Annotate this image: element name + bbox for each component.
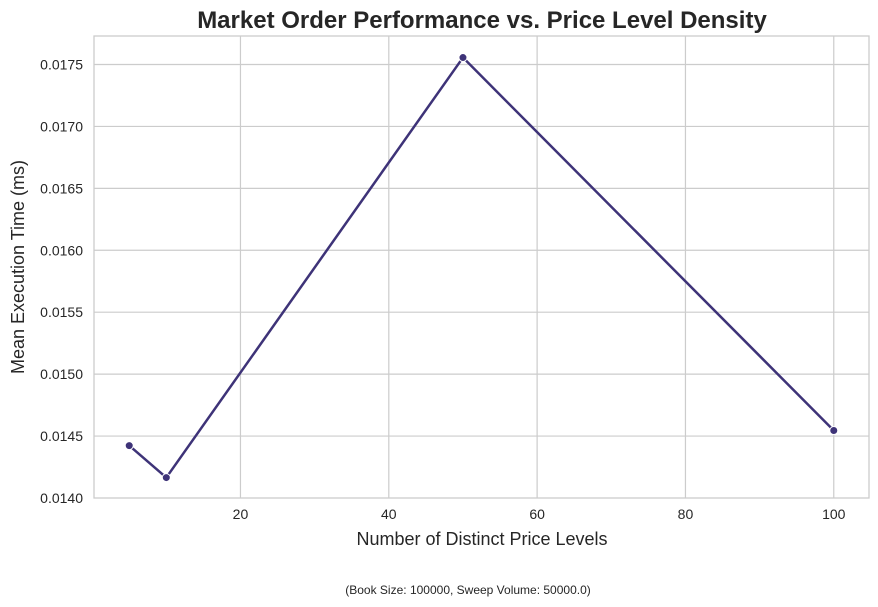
data-point <box>124 441 134 451</box>
y-tick-label: 0.0140 <box>40 490 83 506</box>
x-tick-label: 60 <box>529 506 545 522</box>
y-tick-label: 0.0165 <box>40 180 83 196</box>
y-tick-label: 0.0150 <box>40 366 83 382</box>
data-point <box>161 473 171 483</box>
grid <box>94 36 869 498</box>
plot-area-frame <box>93 35 870 499</box>
y-tick-label: 0.0160 <box>40 242 83 258</box>
y-axis-ticks: 0.0140 0.0145 0.0150 0.0155 0.0160 0.0165 0.01… <box>40 56 83 506</box>
data-point <box>829 425 839 435</box>
y-tick-label: 0.0145 <box>40 428 83 444</box>
x-axis-label: Number of Distinct Price Levels <box>356 529 607 549</box>
y-tick-label: 0.0155 <box>40 304 83 320</box>
y-tick-label: 0.0170 <box>40 118 83 134</box>
chart-title: Market Order Performance vs. Price Level… <box>197 7 767 34</box>
chart-caption: (Book Size: 100000, Sweep Volume: 50000.… <box>345 583 591 597</box>
x-axis-ticks: 20 40 60 80 100 <box>233 506 846 522</box>
x-tick-label: 100 <box>822 506 846 522</box>
series-line <box>127 56 836 479</box>
data-point <box>458 53 468 63</box>
x-tick-label: 80 <box>678 506 694 522</box>
y-axis-label: Mean Execution Time (ms) <box>8 160 28 374</box>
y-tick-label: 0.0175 <box>40 56 83 72</box>
x-tick-label: 40 <box>381 506 397 522</box>
x-tick-label: 20 <box>233 506 249 522</box>
series-layer <box>124 53 839 483</box>
